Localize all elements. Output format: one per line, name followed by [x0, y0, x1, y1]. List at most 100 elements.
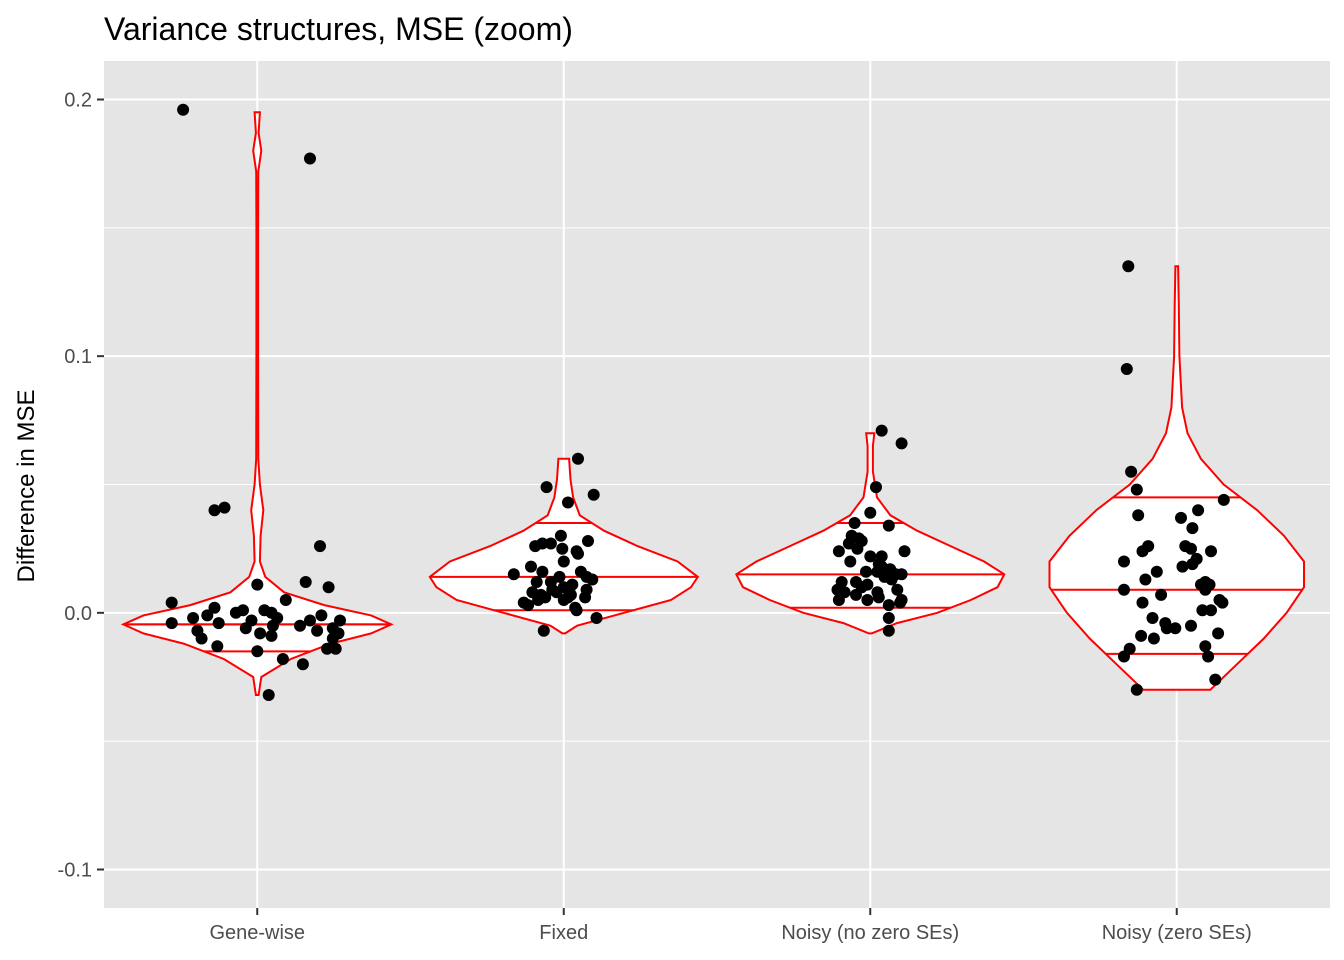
data-point	[177, 103, 190, 116]
data-point	[875, 424, 888, 437]
data-point	[315, 609, 328, 622]
data-point	[582, 535, 594, 547]
data-point	[1169, 622, 1182, 635]
data-point	[229, 606, 242, 619]
data-point	[532, 594, 545, 606]
data-point	[848, 517, 861, 529]
data-point	[1150, 565, 1163, 578]
data-point	[587, 488, 600, 501]
data-point	[572, 452, 584, 465]
data-point	[218, 501, 231, 514]
y-tick-label: 0.1	[64, 346, 92, 368]
data-point	[1209, 673, 1222, 686]
data-point	[529, 540, 542, 553]
data-point	[294, 619, 306, 632]
data-point	[1130, 483, 1143, 496]
data-point	[572, 547, 584, 560]
data-point	[882, 599, 895, 612]
data-point	[861, 594, 874, 606]
data-point	[1205, 604, 1217, 617]
data-point	[554, 529, 567, 542]
data-point	[1212, 627, 1225, 640]
data-point	[1146, 612, 1159, 624]
data-point	[1176, 560, 1189, 573]
y-tick-label: 0.2	[64, 90, 92, 112]
y-tick-label: -0.1	[58, 860, 92, 882]
data-point	[279, 594, 292, 606]
x-tick-label: Noisy (zero SEs)	[1102, 922, 1252, 944]
data-point	[276, 653, 289, 665]
data-point	[562, 496, 574, 509]
data-point	[251, 645, 264, 658]
data-point	[1216, 596, 1229, 609]
data-point	[1118, 555, 1130, 568]
data-point	[544, 537, 557, 550]
data-point	[1122, 260, 1135, 273]
data-point	[864, 550, 877, 563]
data-point	[860, 565, 872, 578]
data-point	[1199, 583, 1212, 596]
data-point	[525, 560, 537, 573]
data-point	[1130, 683, 1143, 696]
data-point	[536, 565, 549, 578]
data-point	[844, 555, 857, 568]
data-point	[895, 568, 908, 581]
data-point	[208, 601, 221, 614]
data-point	[1136, 596, 1149, 609]
data-point	[1120, 363, 1133, 375]
data-point	[1192, 504, 1205, 517]
data-point	[870, 481, 882, 494]
data-point	[898, 545, 911, 558]
x-tick-label: Gene-wise	[209, 922, 305, 944]
data-point	[895, 437, 908, 450]
data-point	[211, 640, 224, 653]
data-point	[254, 627, 267, 640]
data-point	[1199, 640, 1212, 653]
violin-layer	[120, 111, 1305, 696]
data-point	[882, 624, 895, 637]
data-point	[321, 642, 334, 655]
data-point	[882, 519, 895, 532]
data-point	[1160, 622, 1173, 635]
data-point	[326, 632, 339, 645]
data-point	[885, 573, 898, 586]
x-tick-label: Noisy (no zero SEs)	[781, 922, 959, 944]
data-point	[850, 588, 862, 601]
data-point	[590, 612, 603, 624]
data-point	[296, 658, 309, 671]
y-axis: -0.1 0.0 0.1 0.2	[58, 90, 104, 882]
data-point	[265, 629, 278, 642]
data-point	[201, 609, 214, 622]
violin-shape	[120, 111, 394, 696]
data-point	[882, 612, 895, 624]
data-point	[1132, 509, 1145, 522]
data-point	[832, 594, 845, 606]
data-point	[1118, 583, 1130, 596]
data-point	[522, 599, 535, 612]
data-point	[540, 481, 553, 494]
data-point	[1185, 542, 1197, 555]
data-point	[1205, 545, 1217, 558]
data-point	[891, 583, 904, 596]
data-point	[208, 504, 221, 517]
data-point	[1202, 650, 1215, 663]
chart-title: Variance structures, MSE (zoom)	[104, 11, 573, 47]
data-point	[1155, 588, 1168, 601]
data-point	[550, 586, 563, 599]
data-point	[1175, 511, 1187, 524]
data-point	[586, 573, 599, 586]
data-point	[570, 604, 583, 617]
data-point	[322, 581, 335, 594]
data-point	[1185, 619, 1197, 632]
violin-shape	[734, 432, 1006, 635]
data-point	[165, 596, 178, 609]
data-point	[251, 578, 264, 591]
data-point	[1186, 558, 1199, 571]
data-point	[266, 619, 279, 632]
data-point	[329, 642, 342, 655]
data-point	[1136, 545, 1149, 558]
point-layer	[165, 103, 1230, 701]
x-axis: Gene-wise Fixed Noisy (no zero SEs) Noisy (…	[209, 908, 1252, 944]
data-point	[1125, 465, 1138, 478]
data-point	[579, 591, 592, 604]
